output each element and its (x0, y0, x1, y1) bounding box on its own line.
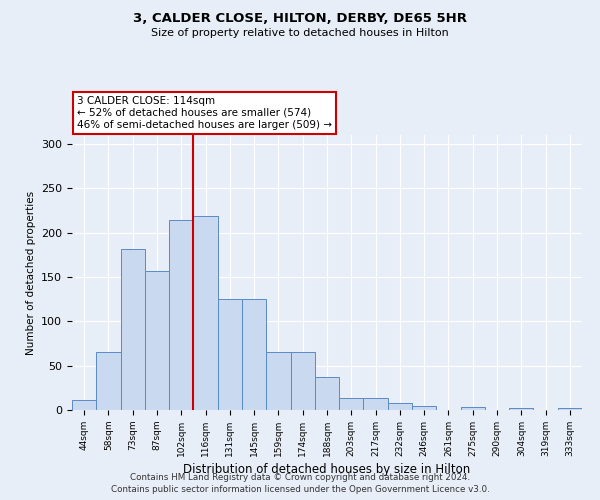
Text: Contains public sector information licensed under the Open Government Licence v3: Contains public sector information licen… (110, 485, 490, 494)
Bar (461, 408, 485, 410)
Bar (96, 352, 121, 410)
Bar (290, 352, 315, 410)
Bar (266, 352, 290, 410)
Bar (315, 377, 339, 410)
Bar (558, 408, 582, 410)
Text: Size of property relative to detached houses in Hilton: Size of property relative to detached ho… (151, 28, 449, 38)
Bar (72, 400, 96, 410)
Y-axis label: Number of detached properties: Number of detached properties (26, 190, 35, 354)
Text: Contains HM Land Registry data © Crown copyright and database right 2024.: Contains HM Land Registry data © Crown c… (130, 472, 470, 482)
Bar (364, 398, 388, 410)
Bar (412, 406, 436, 410)
Text: 3 CALDER CLOSE: 114sqm
← 52% of detached houses are smaller (574)
46% of semi-de: 3 CALDER CLOSE: 114sqm ← 52% of detached… (77, 96, 332, 130)
Bar (218, 299, 242, 410)
Bar (242, 299, 266, 410)
Bar (339, 398, 364, 410)
Bar (169, 220, 193, 410)
Text: 3, CALDER CLOSE, HILTON, DERBY, DE65 5HR: 3, CALDER CLOSE, HILTON, DERBY, DE65 5HR (133, 12, 467, 26)
Bar (193, 216, 218, 410)
X-axis label: Distribution of detached houses by size in Hilton: Distribution of detached houses by size … (184, 463, 470, 476)
Bar (509, 408, 533, 410)
Bar (121, 248, 145, 410)
Bar (145, 270, 169, 410)
Bar (388, 403, 412, 410)
